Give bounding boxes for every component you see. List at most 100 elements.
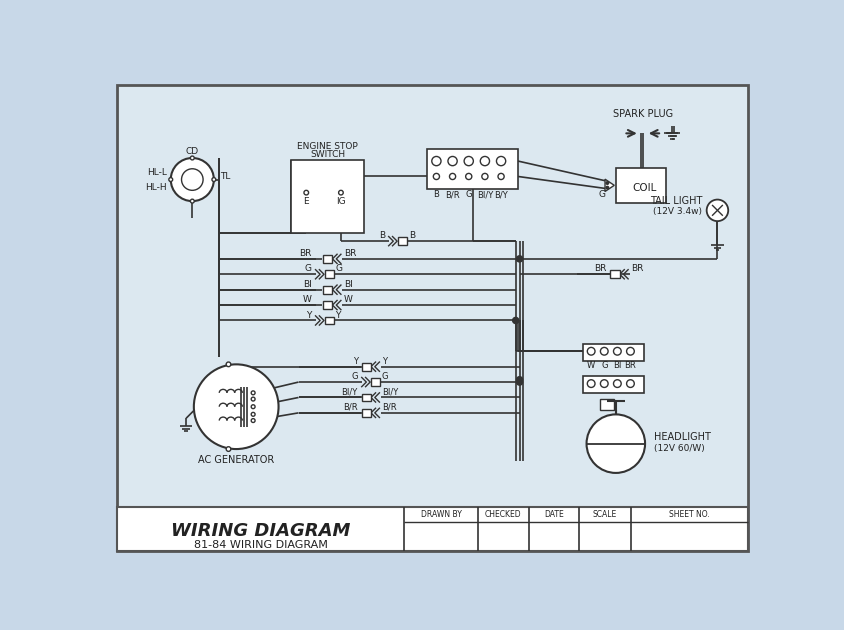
Text: SCALE: SCALE xyxy=(592,510,617,519)
Bar xyxy=(323,286,333,294)
Circle shape xyxy=(614,347,621,355)
Bar xyxy=(362,409,371,416)
Text: G: G xyxy=(601,362,608,370)
Circle shape xyxy=(517,256,522,262)
Bar xyxy=(427,149,518,189)
Text: 81-84 WIRING DIAGRAM: 81-84 WIRING DIAGRAM xyxy=(193,541,327,550)
Bar xyxy=(398,238,407,245)
Text: BR: BR xyxy=(300,249,311,258)
Circle shape xyxy=(169,178,173,181)
Text: B/R: B/R xyxy=(446,190,460,200)
Circle shape xyxy=(587,415,645,473)
Circle shape xyxy=(191,156,194,160)
Text: DATE: DATE xyxy=(544,510,564,519)
Circle shape xyxy=(496,156,506,166)
Text: BI: BI xyxy=(613,362,621,370)
Text: BI: BI xyxy=(303,280,311,289)
Bar xyxy=(362,394,371,401)
Text: G: G xyxy=(381,372,388,381)
Circle shape xyxy=(517,379,522,385)
Text: B/R: B/R xyxy=(344,403,358,412)
Bar xyxy=(583,343,643,360)
Text: G: G xyxy=(336,265,343,273)
Bar xyxy=(323,255,333,263)
Circle shape xyxy=(626,380,635,387)
Text: SPARK PLUG: SPARK PLUG xyxy=(613,109,673,119)
Text: BR: BR xyxy=(625,362,636,370)
Text: SHEET NO.: SHEET NO. xyxy=(669,510,710,519)
Circle shape xyxy=(194,364,279,449)
Text: Y: Y xyxy=(382,357,387,366)
Circle shape xyxy=(450,173,456,180)
Bar xyxy=(325,317,334,324)
Circle shape xyxy=(482,173,488,180)
Text: W: W xyxy=(344,295,353,304)
Text: BI/Y: BI/Y xyxy=(477,190,493,200)
Text: Y: Y xyxy=(336,311,341,319)
Circle shape xyxy=(338,190,344,195)
Circle shape xyxy=(512,318,519,324)
Circle shape xyxy=(480,156,490,166)
Text: BI: BI xyxy=(344,280,353,289)
Text: CD: CD xyxy=(186,147,199,156)
Circle shape xyxy=(252,418,255,423)
Text: (12V 3.4w): (12V 3.4w) xyxy=(653,207,702,216)
Text: Y: Y xyxy=(353,357,358,366)
Text: G: G xyxy=(598,190,605,199)
Text: TAIL LIGHT: TAIL LIGHT xyxy=(650,196,702,206)
Circle shape xyxy=(448,156,457,166)
Bar xyxy=(291,160,364,234)
Bar xyxy=(583,376,643,393)
Text: BR: BR xyxy=(594,265,607,273)
Circle shape xyxy=(252,413,255,416)
Circle shape xyxy=(181,169,203,190)
Bar xyxy=(362,363,371,370)
Circle shape xyxy=(432,156,441,166)
Text: DRAWN BY: DRAWN BY xyxy=(420,510,462,519)
Circle shape xyxy=(433,173,440,180)
Bar xyxy=(616,168,666,203)
Bar xyxy=(323,301,333,309)
Text: G: G xyxy=(351,372,358,381)
Text: HEADLIGHT: HEADLIGHT xyxy=(654,433,711,442)
Text: B/Y: B/Y xyxy=(495,190,508,200)
Bar xyxy=(610,270,619,278)
Circle shape xyxy=(466,173,472,180)
Text: IG: IG xyxy=(336,197,346,207)
Circle shape xyxy=(626,347,635,355)
Text: TL: TL xyxy=(220,172,230,181)
Circle shape xyxy=(517,377,522,383)
Text: SWITCH: SWITCH xyxy=(310,150,345,159)
Text: (12V 60/W): (12V 60/W) xyxy=(654,444,705,453)
Circle shape xyxy=(252,391,255,395)
Text: B/R: B/R xyxy=(382,403,398,412)
Text: BR: BR xyxy=(631,265,644,273)
Circle shape xyxy=(170,158,214,201)
Circle shape xyxy=(587,380,595,387)
Text: BR: BR xyxy=(344,249,356,258)
Bar xyxy=(116,507,749,551)
Circle shape xyxy=(600,380,609,387)
Circle shape xyxy=(606,186,609,189)
Circle shape xyxy=(706,200,728,221)
Circle shape xyxy=(252,397,255,401)
Circle shape xyxy=(304,190,309,195)
Text: WIRING DIAGRAM: WIRING DIAGRAM xyxy=(170,522,350,541)
Text: B: B xyxy=(409,231,415,240)
Text: HL-L: HL-L xyxy=(147,168,167,177)
Text: G: G xyxy=(466,190,472,200)
Circle shape xyxy=(498,173,504,180)
Text: CHECKED: CHECKED xyxy=(485,510,522,519)
Text: HL-H: HL-H xyxy=(145,183,167,192)
Text: BI/Y: BI/Y xyxy=(342,387,358,396)
Circle shape xyxy=(606,182,609,184)
Text: Y: Y xyxy=(306,311,311,319)
Circle shape xyxy=(226,447,230,451)
Text: B: B xyxy=(434,190,440,200)
Circle shape xyxy=(252,404,255,409)
Text: B: B xyxy=(379,231,385,240)
Circle shape xyxy=(191,199,194,203)
Circle shape xyxy=(226,362,230,367)
Text: E: E xyxy=(304,197,309,207)
Bar xyxy=(371,378,380,386)
